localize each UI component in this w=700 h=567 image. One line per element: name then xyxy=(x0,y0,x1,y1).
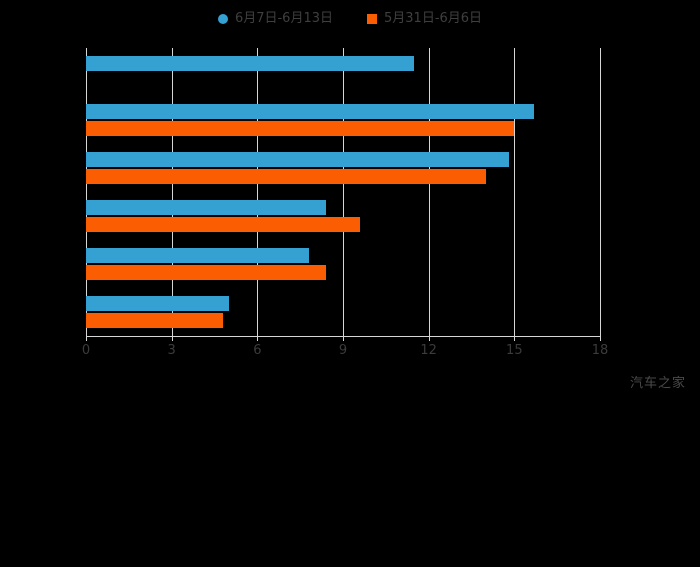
x-tick-label: 6 xyxy=(253,343,262,358)
x-tick-label: 0 xyxy=(81,343,91,358)
legend-label: 5月31日-6月6日 xyxy=(384,11,483,26)
chart-legend: 6月7日-6月13日 5月31日-6月6日 xyxy=(0,12,700,25)
x-tick-label: 15 xyxy=(506,343,523,358)
gridline xyxy=(171,48,173,336)
bar[interactable] xyxy=(86,121,515,136)
category-row: 韩国 xyxy=(86,56,600,88)
bar[interactable] xyxy=(86,56,415,71)
category-row: 中国 xyxy=(86,296,600,328)
bar[interactable] xyxy=(86,313,224,328)
category-row: 日本 xyxy=(86,248,600,280)
bar[interactable] xyxy=(86,200,326,215)
x-tick-mark xyxy=(343,336,344,341)
gridline xyxy=(600,48,601,336)
x-tick-label: 3 xyxy=(167,343,176,358)
x-tick-mark xyxy=(428,336,430,341)
gridline xyxy=(86,48,87,336)
x-tick-mark xyxy=(171,336,173,341)
x-tick-mark xyxy=(257,336,259,341)
legend-label: 6月7日-6月13日 xyxy=(234,11,333,26)
bar[interactable] xyxy=(86,217,361,232)
watermark: 汽车之家 xyxy=(629,376,686,391)
plot-area: 0 3 6 9 12 15 18 韩国德国英国其他日本中国 xyxy=(82,48,608,357)
bar[interactable] xyxy=(86,152,509,167)
legend-square-icon xyxy=(367,13,377,24)
legend-entry[interactable]: 6月7日-6月13日 xyxy=(217,11,333,26)
gridline xyxy=(343,48,344,336)
bar[interactable] xyxy=(86,169,486,184)
gridline xyxy=(257,48,259,336)
x-tick-label: 12 xyxy=(420,343,437,358)
legend-circle-icon xyxy=(217,13,228,24)
category-row: 其他 xyxy=(86,200,600,232)
bar[interactable] xyxy=(86,265,326,280)
legend-entry[interactable]: 5月31日-6月6日 xyxy=(367,12,482,25)
gridline xyxy=(514,48,516,336)
gridline xyxy=(428,48,430,336)
x-tick-mark xyxy=(600,336,601,341)
x-tick-mark xyxy=(86,336,87,341)
category-row: 英国 xyxy=(86,152,600,184)
bar[interactable] xyxy=(86,296,229,311)
x-tick-mark xyxy=(514,336,516,341)
category-row: 德国 xyxy=(86,104,600,136)
bar-chart: 6月7日-6月13日 5月31日-6月6日 0 3 6 9 12 15 18 韩国德国英国其他日… xyxy=(0,12,700,391)
x-tick-label: 18 xyxy=(591,343,609,358)
bar[interactable] xyxy=(86,104,535,119)
x-tick-label: 9 xyxy=(338,343,348,358)
bar[interactable] xyxy=(86,248,309,263)
